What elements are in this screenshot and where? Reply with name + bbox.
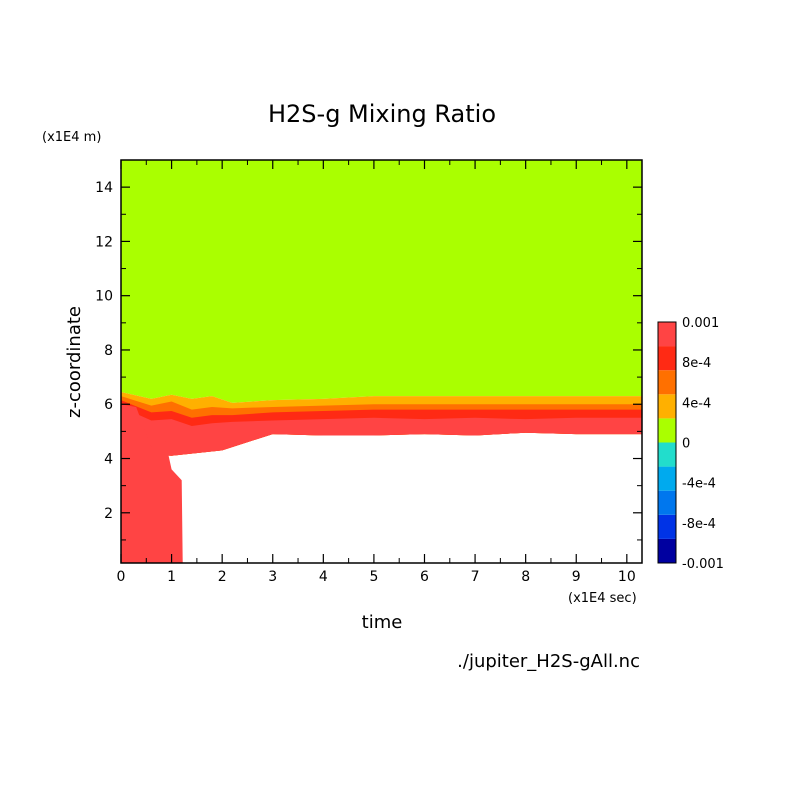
colorbar-swatch — [658, 514, 676, 539]
colorbar-swatch — [658, 370, 676, 395]
x-tick-label: 0 — [117, 569, 126, 585]
y-tick-label: 4 — [104, 452, 113, 468]
x-tick-label: 5 — [369, 569, 378, 585]
x-tick-label: 10 — [618, 569, 636, 585]
colorbar-label: -4e-4 — [682, 477, 716, 492]
y-tick-label: 6 — [104, 397, 113, 413]
plot-frame — [120, 159, 643, 564]
x-tick-label: 8 — [521, 569, 530, 585]
colorbar-swatch — [658, 538, 676, 563]
y-tick-label: 12 — [95, 234, 113, 250]
colorbar-label: 0 — [682, 437, 690, 452]
light-red-band — [121, 406, 642, 456]
x-tick-label: 4 — [319, 569, 328, 585]
colorbar-swatch — [658, 442, 676, 467]
colorbar-frame — [657, 321, 677, 564]
zero-region — [121, 160, 642, 403]
colorbar-swatch — [658, 346, 676, 371]
x-tick-label: 9 — [572, 569, 581, 585]
early-column — [121, 404, 183, 563]
x-axis-label: time — [362, 612, 403, 633]
colorbar-swatch — [658, 490, 676, 515]
x-unit-label: (x1E4 sec) — [568, 591, 637, 606]
plot-area — [120, 159, 643, 564]
y-unit-label: (x1E4 m) — [42, 130, 101, 145]
colorbar-label: -0.001 — [682, 557, 724, 572]
colorbar-label: 8e-4 — [682, 356, 711, 371]
colorbar-swatch — [658, 322, 676, 347]
x-tick-label: 3 — [268, 569, 277, 585]
colorbar-swatch — [658, 466, 676, 491]
x-ticks: 0 1 2 3 4 5 6 7 8 9 10 — [117, 160, 636, 585]
source-filename: ./jupiter_H2S-gAll.nc — [457, 651, 640, 672]
y-tick-label: 2 — [104, 506, 113, 522]
colorbar-swatch — [658, 418, 676, 443]
x-tick-label: 7 — [471, 569, 480, 585]
x-tick-label: 2 — [218, 569, 227, 585]
y-tick-label: 10 — [95, 289, 113, 305]
colorbar-label: -8e-4 — [682, 517, 716, 532]
colorbar-label: 4e-4 — [682, 396, 711, 411]
x-tick-label: 6 — [420, 569, 429, 585]
y-axis-label: z-coordinate — [64, 306, 85, 418]
x-tick-label: 1 — [167, 569, 176, 585]
y-tick-label: 8 — [104, 343, 113, 359]
colorbar-label: 0.001 — [682, 316, 719, 331]
chart-title: H2S-g Mixing Ratio — [268, 100, 496, 128]
y-ticks: 2 4 6 8 10 12 14 — [95, 180, 642, 541]
colorbar: 0.001 8e-4 4e-4 0 -4e-4 -8e-4 -0.001 — [657, 316, 724, 572]
y-tick-label: 14 — [95, 180, 113, 196]
colorbar-swatch — [658, 394, 676, 419]
